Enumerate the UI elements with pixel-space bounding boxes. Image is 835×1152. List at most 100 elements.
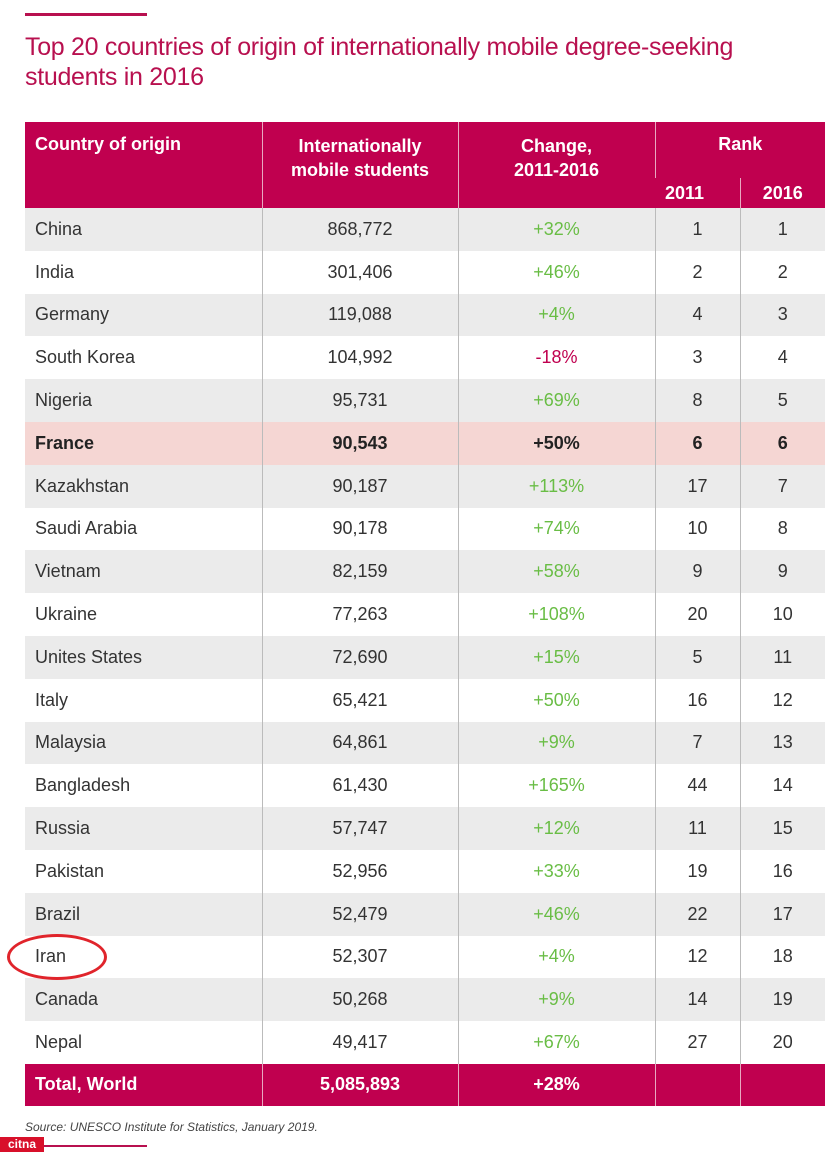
header-rank: Rank (654, 122, 826, 178)
rank-2011-cell: 8 (654, 379, 740, 422)
table-row: Brazil 52,479 +46% 22 17 (25, 892, 826, 936)
bottom-accent-line (44, 1145, 147, 1147)
students-cell: 104,992 (261, 336, 458, 380)
header-rank-2011: 2011 (655, 178, 740, 208)
change-cell: +165% (457, 764, 655, 808)
rank-2011-cell: 5 (654, 635, 740, 679)
change-cell: +32% (457, 208, 655, 251)
students-cell: 65,421 (261, 678, 458, 722)
page-title: Top 20 countries of origin of internatio… (25, 33, 734, 91)
table-row: Unites States 72,690 +15% 5 11 (25, 635, 826, 679)
header-change: Change, 2011-2016 (457, 122, 655, 208)
table-row: Nigeria 95,731 +69% 8 5 (25, 379, 826, 422)
country-cell: Unites States (25, 635, 262, 679)
change-cell: +46% (457, 892, 655, 936)
country-cell: Germany (25, 293, 262, 337)
total-rank-2016 (739, 1063, 826, 1106)
students-cell: 50,268 (261, 978, 458, 1022)
total-rank-2011 (654, 1063, 740, 1106)
country-cell: Ukraine (25, 593, 262, 636)
country-cell: China (25, 208, 262, 251)
table-row: Germany 119,088 +4% 4 3 (25, 293, 826, 337)
rank-2011-cell: 19 (654, 849, 740, 893)
students-table: Country of origin Internationally mobile… (25, 122, 826, 1106)
country-cell: France (25, 421, 262, 465)
rank-2016-cell: 8 (739, 507, 826, 551)
change-cell: +9% (457, 721, 655, 765)
table-row: Malaysia 64,861 +9% 7 13 (25, 721, 826, 765)
header-rank-2016: 2016 (739, 178, 826, 208)
country-cell: Italy (25, 678, 262, 722)
rank-2016-cell: 1 (739, 208, 826, 251)
country-cell: Canada (25, 978, 262, 1022)
students-cell: 82,159 (261, 550, 458, 594)
country-cell: Nepal (25, 1021, 262, 1064)
header-students: Internationally mobile students (261, 122, 458, 208)
students-cell: 57,747 (261, 807, 458, 850)
change-cell: +74% (457, 507, 655, 551)
table-row: India 301,406 +46% 2 2 (25, 250, 826, 294)
rank-2011-cell: 27 (654, 1021, 740, 1064)
top-accent-line (25, 13, 147, 16)
table-row: Pakistan 52,956 +33% 19 16 (25, 849, 826, 893)
change-cell: +50% (457, 678, 655, 722)
table-row: Canada 50,268 +9% 14 19 (25, 978, 826, 1022)
table-row: Vietnam 82,159 +58% 9 9 (25, 550, 826, 594)
students-cell: 301,406 (261, 250, 458, 294)
table-row: Russia 57,747 +12% 11 15 (25, 807, 826, 850)
table-row: Iran 52,307 +4% 12 18 (25, 935, 826, 979)
change-cell: +50% (457, 421, 655, 465)
rank-2011-cell: 12 (654, 935, 740, 979)
table-row: Kazakhstan 90,187 +113% 17 7 (25, 464, 826, 508)
change-cell: +12% (457, 807, 655, 850)
country-cell: Malaysia (25, 721, 262, 765)
rank-2016-cell: 3 (739, 293, 826, 337)
country-cell: Vietnam (25, 550, 262, 594)
rank-2016-cell: 17 (739, 892, 826, 936)
change-cell: +67% (457, 1021, 655, 1064)
change-cell: +33% (457, 849, 655, 893)
rank-2016-cell: 19 (739, 978, 826, 1022)
students-cell: 72,690 (261, 635, 458, 679)
source-note: Source: UNESCO Institute for Statistics,… (25, 1120, 318, 1134)
country-cell: Kazakhstan (25, 464, 262, 508)
students-cell: 95,731 (261, 379, 458, 422)
change-cell: +113% (457, 464, 655, 508)
rank-2011-cell: 44 (654, 764, 740, 808)
students-cell: 868,772 (261, 208, 458, 251)
table-row: Bangladesh 61,430 +165% 44 14 (25, 764, 826, 808)
rank-2011-cell: 7 (654, 721, 740, 765)
rank-2016-cell: 10 (739, 593, 826, 636)
rank-2016-cell: 11 (739, 635, 826, 679)
total-change: +28% (457, 1063, 655, 1106)
change-cell: +15% (457, 635, 655, 679)
rank-2011-cell: 11 (654, 807, 740, 850)
students-cell: 52,307 (261, 935, 458, 979)
rank-2016-cell: 12 (739, 678, 826, 722)
rank-2016-cell: 5 (739, 379, 826, 422)
rank-2011-cell: 22 (654, 892, 740, 936)
table-row: Ukraine 77,263 +108% 20 10 (25, 593, 826, 636)
rank-2011-cell: 20 (654, 593, 740, 636)
table-row: China 868,772 +32% 1 1 (25, 208, 826, 251)
country-cell: India (25, 250, 262, 294)
table-row: Italy 65,421 +50% 16 12 (25, 678, 826, 722)
total-row: Total, World 5,085,893 +28% (25, 1063, 826, 1106)
rank-2016-cell: 13 (739, 721, 826, 765)
rank-2011-cell: 14 (654, 978, 740, 1022)
country-cell: Saudi Arabia (25, 507, 262, 551)
rank-2011-cell: 17 (654, 464, 740, 508)
total-students: 5,085,893 (261, 1063, 458, 1106)
students-cell: 52,479 (261, 892, 458, 936)
students-cell: 90,187 (261, 464, 458, 508)
students-cell: 77,263 (261, 593, 458, 636)
table-row: Saudi Arabia 90,178 +74% 10 8 (25, 507, 826, 551)
rank-2016-cell: 14 (739, 764, 826, 808)
country-cell: Nigeria (25, 379, 262, 422)
country-cell: Pakistan (25, 849, 262, 893)
change-cell: +9% (457, 978, 655, 1022)
change-cell: -18% (457, 336, 655, 380)
rank-2011-cell: 6 (654, 421, 740, 465)
table-row: France 90,543 +50% 6 6 (25, 421, 826, 465)
students-cell: 119,088 (261, 293, 458, 337)
